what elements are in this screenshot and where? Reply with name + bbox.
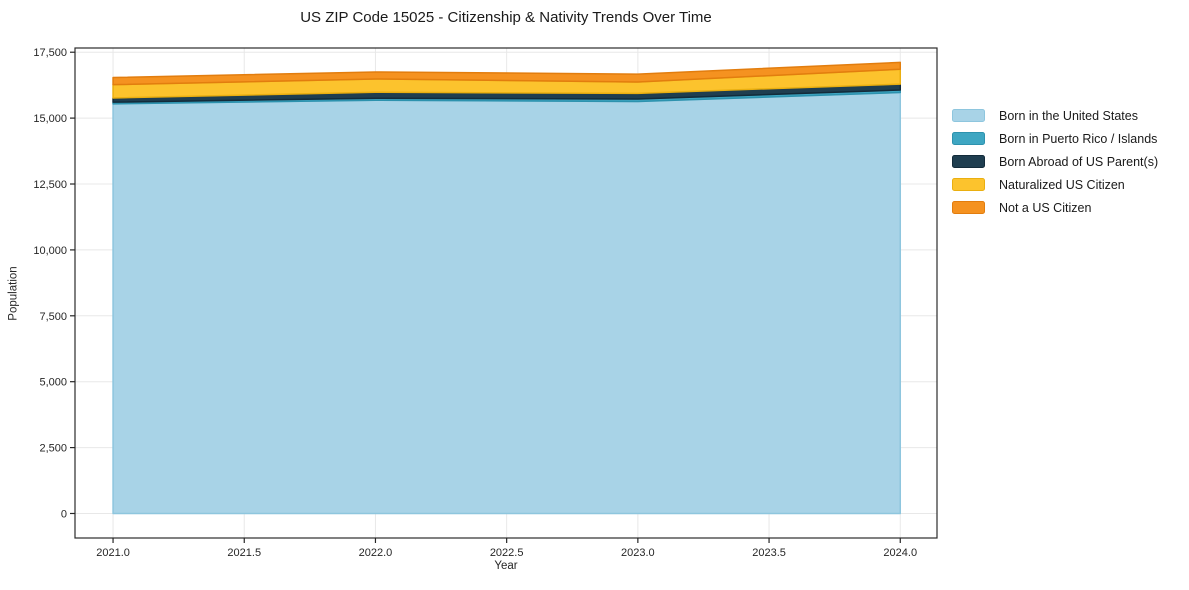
x-tick-label: 2023.0 [621,547,655,559]
legend-swatch [952,132,985,145]
x-tick-label: 2024.0 [883,547,917,559]
area-series-4 [112,61,902,86]
chart-title: US ZIP Code 15025 - Citizenship & Nativi… [300,9,712,26]
legend-label: Born in Puerto Rico / Islands [999,131,1158,146]
y-tick-label: 12,500 [33,179,67,191]
area-series-0 [112,91,902,515]
legend-swatch [952,201,985,214]
legend-label: Born in the United States [999,108,1138,123]
x-tick-label: 2022.5 [490,547,524,559]
legend-item: Born Abroad of US Parent(s) [952,154,1159,169]
x-tick-label: 2022.0 [359,547,393,559]
y-tick-label: 17,500 [33,47,67,59]
legend-label: Born Abroad of US Parent(s) [999,154,1159,169]
legend-swatch [952,155,985,168]
y-tick-label: 5,000 [39,377,67,389]
x-tick-label: 2021.0 [96,547,130,559]
x-tick-label: 2021.5 [227,547,261,559]
y-tick-label: 7,500 [39,311,67,323]
legend-swatch [952,109,985,122]
y-axis-label: Population [7,266,20,321]
x-axis-label: Year [494,560,518,572]
y-tick-label: 10,000 [33,245,67,257]
legend-label: Not a US Citizen [999,200,1092,215]
y-tick-label: 15,000 [33,113,67,125]
y-tick-label: 2,500 [39,443,67,455]
plot-border [74,47,938,539]
legend-item: Born in the United States [952,108,1158,123]
legend-item: Naturalized US Citizen [952,177,1158,192]
legend-label: Naturalized US Citizen [999,177,1125,192]
legend-item: Born in Puerto Rico / Islands [952,131,1158,146]
legend: Born in the United States Born in Puerto … [952,109,1158,224]
legend-swatch [952,178,985,191]
y-tick-label: 0 [61,508,67,520]
legend-item: Not a US Citizen [952,200,1158,215]
x-tick-label: 2023.5 [752,547,786,559]
